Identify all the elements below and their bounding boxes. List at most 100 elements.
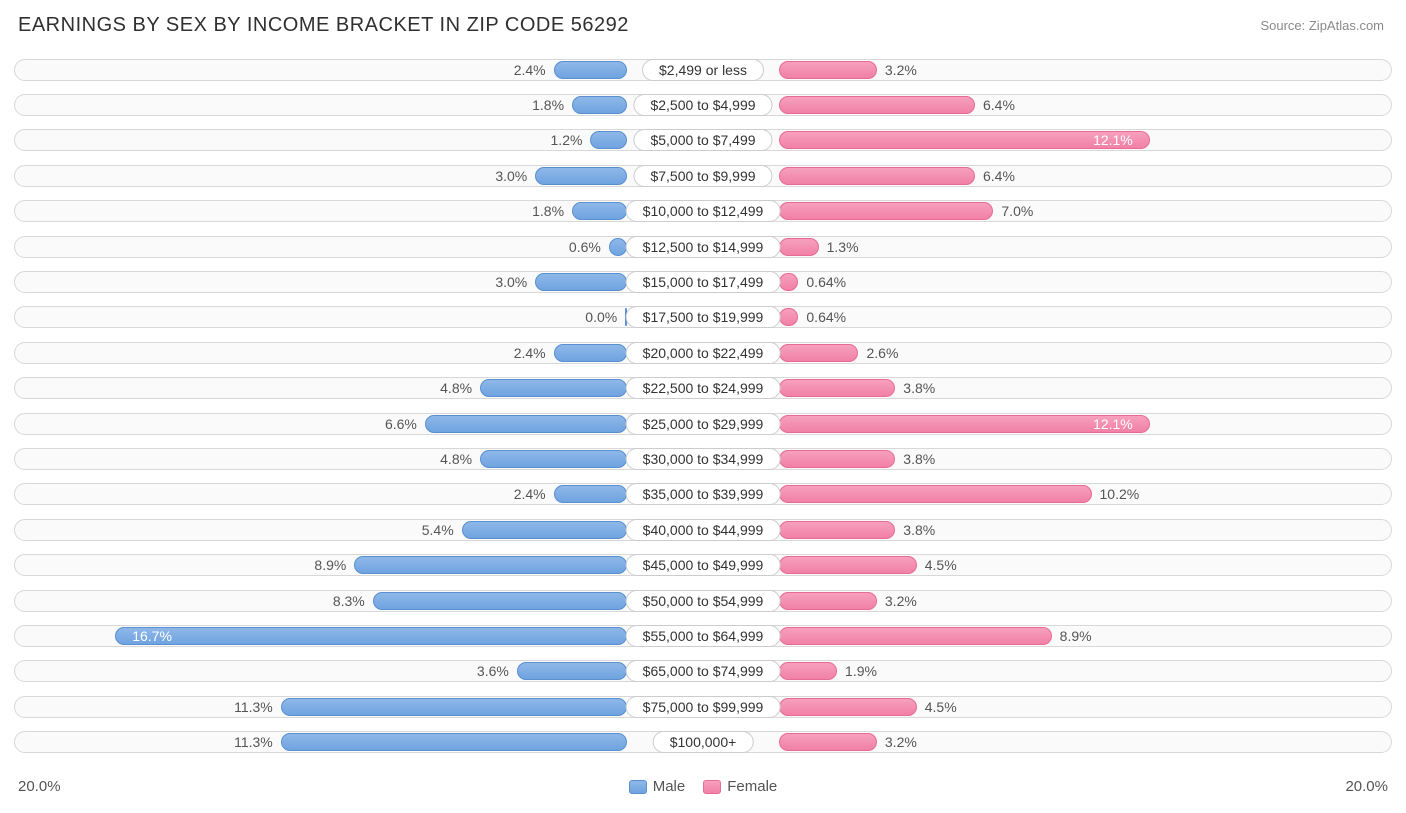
male-half: 3.0% — [14, 271, 703, 293]
female-bar — [779, 273, 799, 291]
chart-row: 0.6%1.3%$12,500 to $14,999 — [14, 229, 1392, 264]
female-half: 3.2% — [703, 590, 1392, 612]
chart-row: 3.6% 1.9% $65,000 to $74,999 — [14, 654, 1392, 689]
chart-row: 1.8%7.0%$10,000 to $12,499 — [14, 194, 1392, 229]
female-pct-label: 12.1% — [1085, 416, 1141, 432]
male-bar — [373, 592, 627, 610]
female-pct-label: 2.6% — [858, 345, 906, 361]
male-half: 8.3% — [14, 590, 703, 612]
chart-row: 11.3%3.2%$100,000+ — [14, 724, 1392, 759]
female-half: 12.1% — [703, 129, 1392, 151]
female-pct-label: 0.64% — [798, 274, 854, 290]
male-half: 6.6% — [14, 413, 703, 435]
chart-row: 16.7%8.9%$55,000 to $64,999 — [14, 618, 1392, 653]
bracket-label: $45,000 to $49,999 — [626, 554, 781, 576]
chart-row: 4.8% 3.8% $30,000 to $34,999 — [14, 441, 1392, 476]
male-bar — [554, 344, 628, 362]
female-bar — [779, 202, 994, 220]
male-pct-label: 4.8% — [432, 451, 480, 467]
male-pct-label: 3.0% — [487, 168, 535, 184]
bracket-label: $2,499 or less — [642, 59, 764, 81]
bracket-label: $17,500 to $19,999 — [626, 306, 781, 328]
bracket-label: $2,500 to $4,999 — [633, 94, 772, 116]
male-bar — [462, 521, 628, 539]
bracket-label: $40,000 to $44,999 — [626, 519, 781, 541]
bracket-label: $65,000 to $74,999 — [626, 660, 781, 682]
bracket-label: $35,000 to $39,999 — [626, 483, 781, 505]
female-pct-label: 1.9% — [837, 663, 885, 679]
female-bar — [779, 238, 819, 256]
female-half: 0.64% — [703, 271, 1392, 293]
female-pct-label: 3.2% — [877, 62, 925, 78]
male-pct-label: 6.6% — [377, 416, 425, 432]
female-bar — [779, 61, 877, 79]
male-pct-label: 0.0% — [577, 309, 625, 325]
male-half: 2.4% — [14, 342, 703, 364]
bracket-label: $30,000 to $34,999 — [626, 448, 781, 470]
chart-row: 3.0%0.64%$15,000 to $17,499 — [14, 264, 1392, 299]
female-pct-label: 12.1% — [1085, 132, 1141, 148]
male-half: 5.4% — [14, 519, 703, 541]
male-half: 11.3% — [14, 696, 703, 718]
female-bar — [779, 485, 1092, 503]
bracket-label: $12,500 to $14,999 — [626, 236, 781, 258]
female-pct-label: 7.0% — [993, 203, 1041, 219]
chart-row: 5.4% 3.8% $40,000 to $44,999 — [14, 512, 1392, 547]
male-half: 0.6% — [14, 236, 703, 258]
female-bar — [779, 733, 877, 751]
male-bar — [354, 556, 627, 574]
female-pct-label: 6.4% — [975, 168, 1023, 184]
legend-male: Male — [629, 778, 686, 795]
chart-row: 4.8%3.8%$22,500 to $24,999 — [14, 371, 1392, 406]
chart-row: 11.3%4.5%$75,000 to $99,999 — [14, 689, 1392, 724]
male-half: 0.0% — [14, 306, 703, 328]
female-half: 6.4% — [703, 165, 1392, 187]
legend-female: Female — [703, 778, 777, 795]
female-half: 2.6% — [703, 342, 1392, 364]
female-bar — [779, 556, 917, 574]
female-bar — [779, 344, 859, 362]
bracket-label: $5,000 to $7,499 — [633, 129, 772, 151]
female-bar — [779, 167, 975, 185]
bracket-label: $7,500 to $9,999 — [633, 165, 772, 187]
male-pct-label: 8.3% — [325, 593, 373, 609]
chart-area: 2.4% 3.2% $2,499 or less 1.8% 6.4% $2,500 to … — [14, 52, 1392, 761]
female-half: 3.8% — [703, 377, 1392, 399]
male-half: 11.3% — [14, 731, 703, 753]
male-half: 2.4% — [14, 483, 703, 505]
female-pct-label: 4.5% — [917, 557, 965, 573]
male-bar — [480, 450, 627, 468]
female-bar — [779, 627, 1052, 645]
male-pct-label: 11.3% — [226, 699, 281, 715]
male-half: 4.8% — [14, 377, 703, 399]
chart-row: 8.3%3.2%$50,000 to $54,999 — [14, 583, 1392, 618]
male-half: 1.8% — [14, 200, 703, 222]
female-pct-label: 8.9% — [1052, 628, 1100, 644]
chart-row: 3.0% 6.4% $7,500 to $9,999 — [14, 158, 1392, 193]
male-pct-label: 1.2% — [543, 132, 591, 148]
bracket-label: $100,000+ — [653, 731, 754, 753]
female-bar: 12.1% — [779, 131, 1150, 149]
male-half: 16.7% — [14, 625, 703, 647]
male-bar — [609, 238, 627, 256]
male-pct-label: 3.6% — [469, 663, 517, 679]
chart-row: 2.4%10.2%$35,000 to $39,999 — [14, 477, 1392, 512]
male-bar — [281, 698, 627, 716]
male-bar — [535, 273, 627, 291]
male-bar — [572, 96, 627, 114]
bracket-label: $25,000 to $29,999 — [626, 413, 781, 435]
bracket-label: $75,000 to $99,999 — [626, 696, 781, 718]
female-half: 3.2% — [703, 731, 1392, 753]
female-pct-label: 3.8% — [895, 451, 943, 467]
bracket-label: $20,000 to $22,499 — [626, 342, 781, 364]
male-bar — [281, 733, 627, 751]
female-swatch-icon — [703, 780, 721, 794]
chart-row: 8.9%4.5%$45,000 to $49,999 — [14, 547, 1392, 582]
female-pct-label: 3.8% — [895, 522, 943, 538]
source-attribution: Source: ZipAtlas.com — [1260, 18, 1384, 33]
female-bar: 12.1% — [779, 415, 1150, 433]
male-bar — [517, 662, 627, 680]
female-bar — [779, 698, 917, 716]
female-pct-label: 3.8% — [895, 380, 943, 396]
male-bar — [572, 202, 627, 220]
